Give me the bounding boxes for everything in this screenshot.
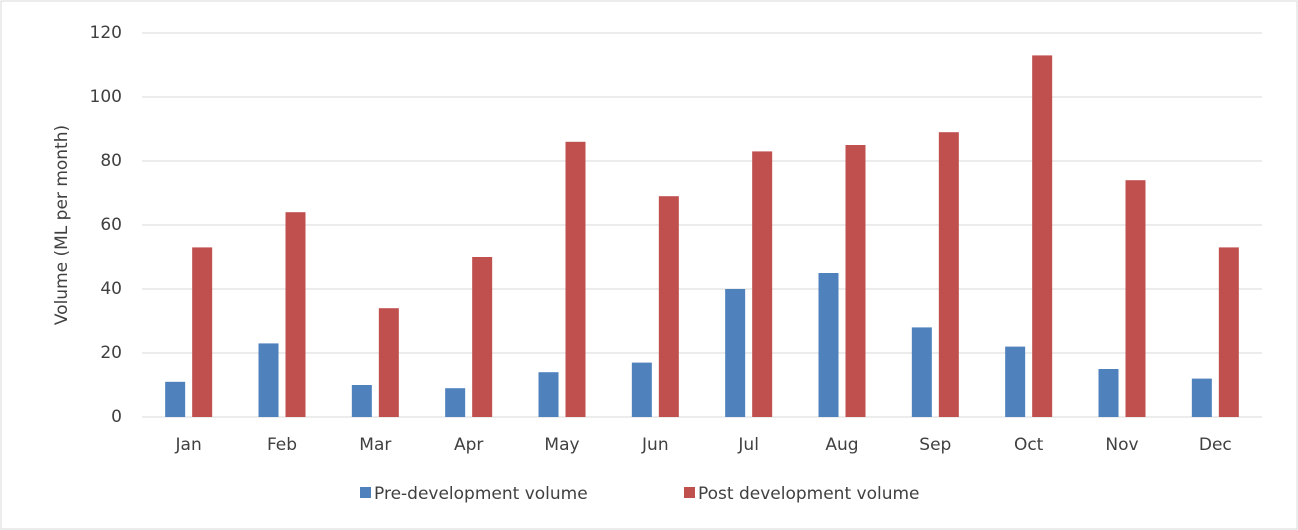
bar [258, 343, 279, 417]
bar [1218, 247, 1239, 417]
legend-swatch [360, 487, 371, 498]
legend-label: Post development volume [698, 484, 920, 504]
bar [351, 385, 372, 417]
bar [285, 212, 306, 417]
y-axis-title: Volume (ML per month) [52, 125, 72, 325]
x-tick-label: Jan [175, 435, 202, 455]
x-tick-label: Dec [1199, 435, 1232, 455]
x-tick-label: May [544, 435, 579, 455]
y-tick-label: 20 [100, 343, 122, 363]
bar [845, 145, 866, 417]
y-tick-label: 80 [100, 151, 122, 171]
x-tick-label: Sep [919, 435, 951, 455]
legend-label: Pre-development volume [374, 484, 588, 504]
bar [1098, 369, 1119, 417]
bar [538, 372, 559, 417]
x-tick-label: Jun [641, 435, 669, 455]
bar [818, 273, 839, 417]
bar [752, 151, 773, 417]
x-tick-label: Mar [359, 435, 391, 455]
bar [1032, 55, 1053, 418]
legend-swatch [684, 487, 695, 498]
y-tick-label: 40 [100, 279, 122, 299]
bar [472, 257, 493, 417]
bar [658, 196, 679, 417]
bar [165, 381, 186, 417]
x-tick-label: Oct [1014, 435, 1044, 455]
bar [911, 327, 932, 417]
bar [938, 132, 959, 417]
y-tick-label: 120 [90, 23, 122, 43]
y-tick-label: 0 [111, 407, 122, 427]
bar [192, 247, 213, 417]
x-tick-label: Apr [454, 435, 483, 455]
y-tick-label: 60 [100, 215, 122, 235]
bar [631, 362, 652, 417]
bar [565, 141, 586, 418]
x-tick-label: Nov [1105, 435, 1138, 455]
bar [1005, 346, 1026, 417]
x-tick-label: Aug [825, 435, 858, 455]
x-tick-label: Jul [737, 435, 759, 455]
bar [1125, 180, 1146, 417]
bar [725, 289, 746, 417]
x-tick-label: Feb [267, 435, 297, 455]
bar [378, 308, 399, 417]
bar [1191, 378, 1212, 417]
y-tick-label: 100 [90, 87, 122, 107]
bar [445, 388, 466, 417]
